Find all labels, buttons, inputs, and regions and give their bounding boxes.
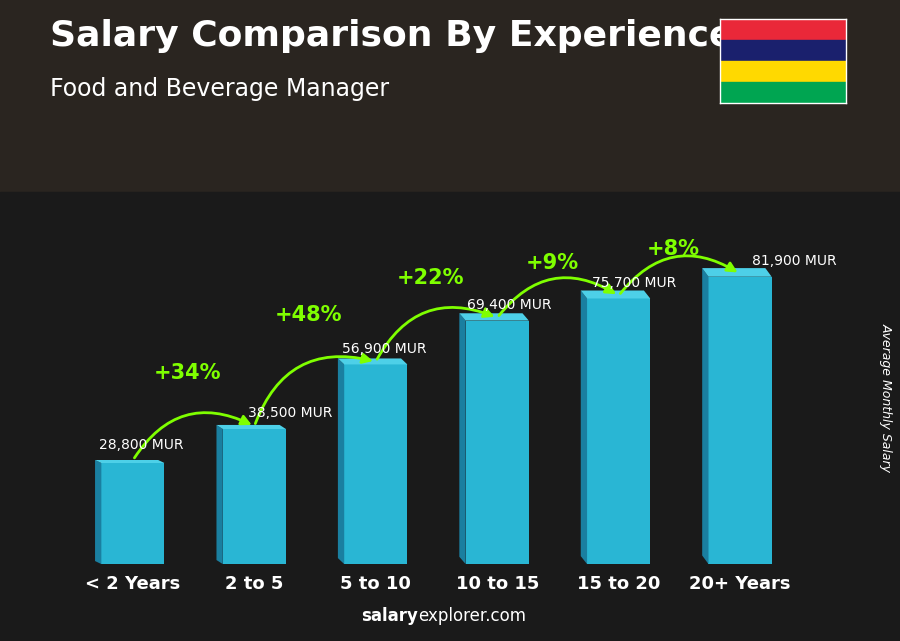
Bar bbox=[587, 299, 650, 564]
Bar bbox=[465, 320, 529, 564]
Text: +8%: +8% bbox=[647, 238, 700, 259]
Text: Food and Beverage Manager: Food and Beverage Manager bbox=[50, 77, 389, 101]
Bar bbox=[223, 429, 286, 564]
Polygon shape bbox=[217, 425, 286, 429]
Bar bbox=[720, 61, 846, 82]
Text: Salary Comparison By Experience: Salary Comparison By Experience bbox=[50, 19, 733, 53]
Text: 69,400 MUR: 69,400 MUR bbox=[467, 298, 552, 312]
Polygon shape bbox=[95, 460, 165, 463]
Bar bbox=[720, 40, 846, 61]
Text: 75,700 MUR: 75,700 MUR bbox=[592, 276, 676, 290]
Polygon shape bbox=[338, 358, 344, 564]
Text: +22%: +22% bbox=[397, 269, 464, 288]
Bar bbox=[720, 19, 846, 40]
Text: explorer.com: explorer.com bbox=[418, 607, 526, 625]
Polygon shape bbox=[459, 313, 465, 564]
Polygon shape bbox=[95, 460, 102, 564]
Text: 56,900 MUR: 56,900 MUR bbox=[342, 342, 427, 356]
Polygon shape bbox=[459, 313, 529, 320]
Polygon shape bbox=[217, 425, 223, 564]
Text: salary: salary bbox=[362, 607, 418, 625]
Text: 81,900 MUR: 81,900 MUR bbox=[752, 254, 837, 268]
Polygon shape bbox=[702, 268, 708, 564]
Polygon shape bbox=[702, 268, 771, 277]
Text: +48%: +48% bbox=[275, 305, 343, 326]
Text: 38,500 MUR: 38,500 MUR bbox=[248, 406, 333, 420]
Text: +9%: +9% bbox=[526, 253, 579, 274]
Polygon shape bbox=[580, 290, 587, 564]
Bar bbox=[708, 277, 771, 564]
Bar bbox=[102, 463, 165, 564]
Text: Average Monthly Salary: Average Monthly Salary bbox=[880, 323, 893, 472]
Polygon shape bbox=[580, 290, 650, 299]
Text: +34%: +34% bbox=[154, 363, 221, 383]
Polygon shape bbox=[338, 358, 408, 365]
Bar bbox=[344, 365, 408, 564]
Bar bbox=[720, 82, 846, 103]
Text: 28,800 MUR: 28,800 MUR bbox=[99, 438, 184, 452]
